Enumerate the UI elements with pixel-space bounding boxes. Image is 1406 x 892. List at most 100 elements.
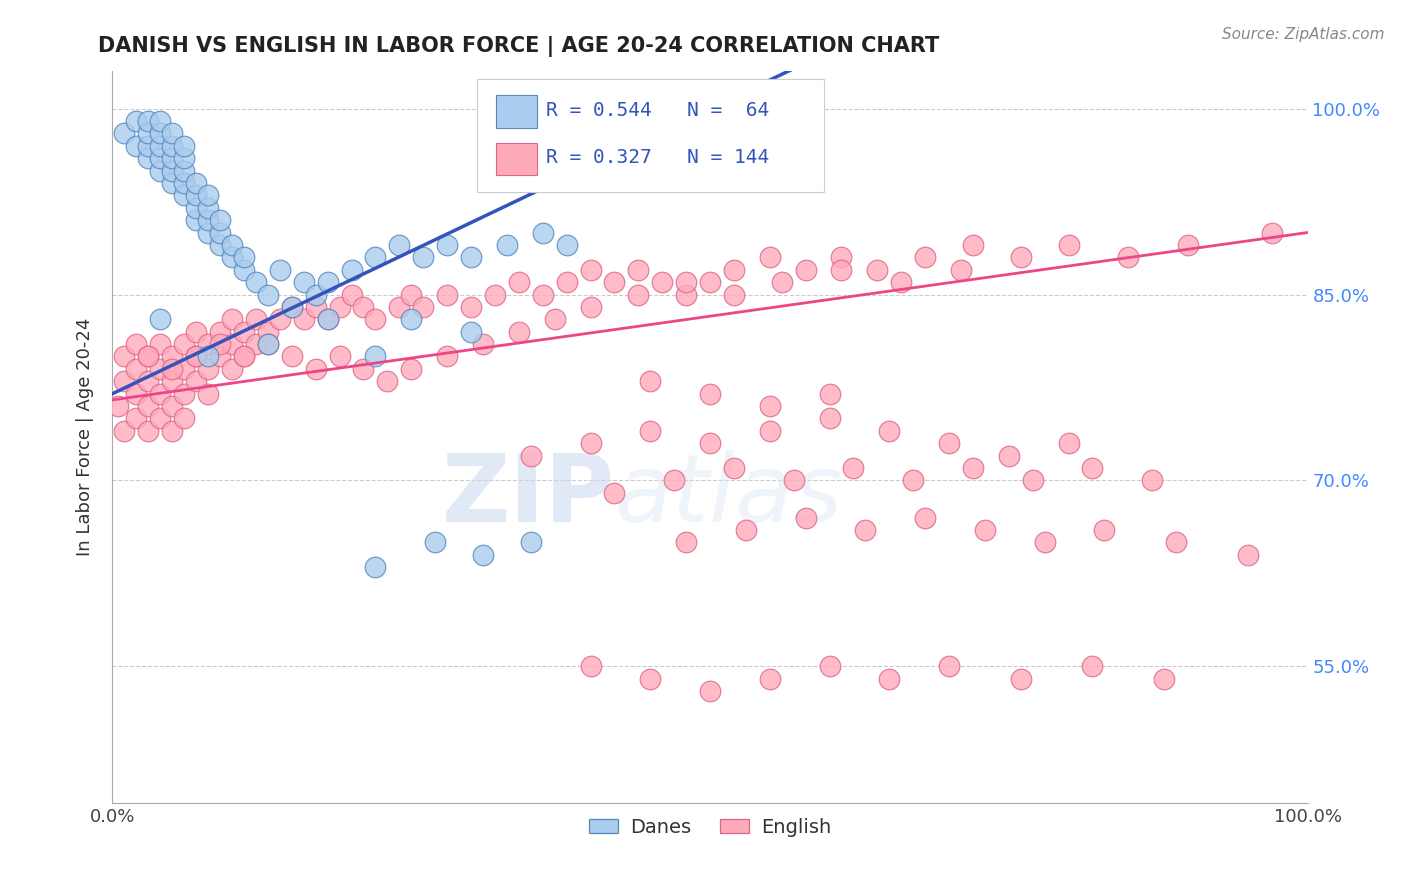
Point: [197, 188, 219, 202]
Point: [436, 350, 458, 364]
Point: [209, 213, 232, 227]
Point: [1081, 461, 1104, 475]
Point: [209, 238, 232, 252]
Point: [186, 350, 208, 364]
Point: [974, 523, 997, 537]
Point: [879, 424, 901, 438]
Point: [162, 126, 183, 140]
Point: [425, 535, 447, 549]
Point: [412, 300, 434, 314]
Point: [125, 411, 148, 425]
Point: [186, 176, 208, 190]
Point: [675, 287, 697, 301]
Point: [508, 325, 530, 339]
Point: [138, 350, 160, 364]
Point: [640, 424, 662, 438]
Point: [114, 350, 135, 364]
Point: [173, 362, 195, 376]
Point: [460, 300, 482, 314]
Point: [173, 176, 195, 190]
Point: [579, 659, 602, 673]
Point: [316, 312, 339, 326]
Point: [938, 659, 960, 673]
Point: [197, 213, 219, 227]
Point: [125, 337, 148, 351]
Point: [138, 424, 160, 438]
Point: [352, 362, 374, 376]
Point: [173, 411, 195, 425]
Point: [107, 399, 129, 413]
Point: [173, 163, 195, 178]
Point: [377, 374, 399, 388]
Point: [197, 226, 219, 240]
Point: [340, 287, 363, 301]
Point: [364, 350, 387, 364]
Point: [281, 300, 304, 314]
Point: [329, 350, 352, 364]
Point: [245, 275, 267, 289]
Text: atlas: atlas: [614, 450, 842, 541]
Point: [520, 535, 543, 549]
Point: [364, 312, 387, 326]
Point: [316, 275, 339, 289]
Point: [903, 474, 925, 488]
Point: [138, 126, 160, 140]
Point: [401, 312, 423, 326]
Point: [640, 672, 662, 686]
Point: [555, 275, 578, 289]
Text: Source: ZipAtlas.com: Source: ZipAtlas.com: [1222, 27, 1385, 42]
Point: [340, 262, 363, 277]
Point: [162, 374, 183, 388]
Point: [543, 312, 565, 326]
Point: [699, 684, 721, 698]
Point: [938, 436, 960, 450]
Point: [149, 163, 172, 178]
Point: [162, 399, 183, 413]
Point: [723, 461, 745, 475]
Text: DANISH VS ENGLISH IN LABOR FORCE | AGE 20-24 CORRELATION CHART: DANISH VS ENGLISH IN LABOR FORCE | AGE 2…: [98, 36, 939, 57]
Point: [209, 325, 232, 339]
Point: [699, 386, 721, 401]
Point: [555, 238, 578, 252]
Point: [149, 126, 172, 140]
Point: [1057, 436, 1080, 450]
Point: [125, 138, 148, 153]
Point: [197, 362, 219, 376]
Point: [221, 250, 243, 264]
Point: [186, 188, 208, 202]
Point: [114, 374, 135, 388]
Point: [233, 350, 256, 364]
Point: [782, 474, 804, 488]
Point: [699, 436, 721, 450]
Point: [173, 386, 195, 401]
Text: ZIP: ZIP: [441, 450, 614, 541]
Point: [138, 350, 160, 364]
Point: [759, 250, 782, 264]
Point: [962, 238, 984, 252]
Point: [579, 436, 602, 450]
Point: [962, 461, 984, 475]
Point: [579, 300, 602, 314]
Point: [209, 337, 232, 351]
Point: [735, 523, 758, 537]
Point: [114, 424, 135, 438]
Point: [221, 312, 243, 326]
Point: [162, 151, 183, 165]
Point: [316, 312, 339, 326]
Point: [914, 510, 936, 524]
Point: [818, 659, 841, 673]
Point: [162, 424, 183, 438]
Point: [640, 374, 662, 388]
FancyBboxPatch shape: [477, 78, 824, 192]
Point: [269, 312, 291, 326]
Point: [269, 262, 291, 277]
Point: [197, 386, 219, 401]
Point: [675, 535, 697, 549]
Point: [186, 213, 208, 227]
Point: [233, 262, 256, 277]
Point: [759, 399, 782, 413]
Point: [257, 325, 280, 339]
Point: [186, 350, 208, 364]
Point: [305, 362, 328, 376]
Point: [1153, 672, 1175, 686]
